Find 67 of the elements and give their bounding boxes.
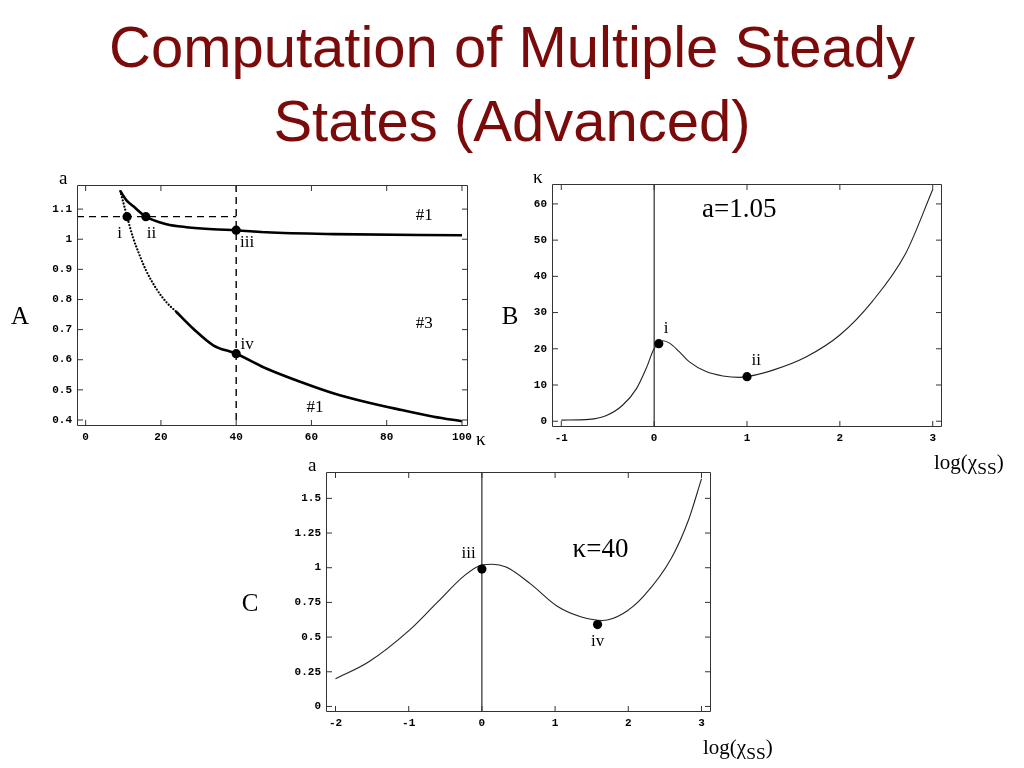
x-tick-label: 3	[698, 717, 706, 730]
y-axis-title: a	[59, 166, 68, 188]
annotation: ii	[751, 349, 762, 369]
y-tick-label: 0.5	[301, 630, 322, 643]
x-axis-title: log(χ$_{SS}$)	[703, 735, 773, 764]
x-tick-label: 20	[154, 431, 168, 444]
point	[231, 225, 241, 235]
annotation: #1	[306, 397, 324, 417]
y-tick-label: 20	[533, 342, 547, 355]
annotation: #1	[415, 204, 433, 224]
annotation: ii	[146, 222, 157, 242]
text: A	[10, 302, 30, 330]
x-tick-label: 0	[478, 717, 486, 730]
y-tick-label: 50	[533, 233, 547, 246]
y-tick-label: 0.4	[52, 413, 73, 426]
y-tick-label: 0.8	[52, 293, 73, 306]
annotation: i	[117, 222, 123, 242]
y-tick-label: 60	[533, 197, 547, 210]
x-axis-title: log(χ$_{SS}$)	[934, 450, 1004, 479]
x-tick-label: 0	[650, 432, 658, 445]
y-tick-label: 10	[533, 378, 547, 391]
x-tick-label: 1	[743, 432, 751, 445]
y-tick-label: 1	[65, 232, 73, 245]
y-axis-title: κ	[533, 165, 543, 187]
x-tick-label: -1	[402, 717, 416, 730]
x-tick-label: 40	[229, 431, 243, 444]
y-tick-label: 30	[533, 306, 547, 319]
y-tick-label: 1	[314, 561, 322, 574]
y-tick-label: 0	[314, 700, 321, 713]
y-tick-label: 0	[540, 414, 547, 427]
x-tick-label: 100	[452, 431, 472, 444]
annotation: iv	[590, 630, 605, 650]
y-tick-label: 0.9	[52, 263, 72, 276]
annotation: iii	[461, 543, 477, 563]
annotation: i	[663, 318, 669, 338]
x-tick-label: -2	[328, 717, 343, 730]
x-tick-label: 2	[836, 432, 844, 445]
y-tick-label: 0.25	[294, 665, 322, 678]
y-tick-label: 1.1	[52, 202, 73, 215]
y-tick-label: 40	[533, 270, 547, 283]
annotation: a=1.05	[701, 192, 777, 223]
y-tick-label: 0.7	[52, 323, 72, 336]
y-tick-label: 0.75	[294, 596, 322, 609]
x-tick-label: 1	[551, 717, 559, 730]
y-axis-title: a	[308, 453, 317, 475]
text: C	[241, 588, 259, 616]
y-tick-label: 0.6	[52, 353, 72, 366]
annotation: #3	[415, 313, 433, 333]
annotation: iii	[240, 231, 255, 251]
x-tick-label: 0	[82, 431, 89, 444]
line-series	[334, 478, 703, 680]
line-series	[560, 188, 934, 421]
x-tick-label: 80	[380, 431, 394, 444]
chart-title: Computation of Multiple Steady States (Advanced)	[108, 13, 916, 155]
point	[141, 212, 151, 222]
point	[122, 212, 132, 222]
y-tick-label: 0.5	[52, 383, 73, 396]
y-tick-label: 1.5	[301, 492, 322, 505]
x-axis-title: κ	[476, 427, 486, 449]
point	[231, 349, 241, 359]
text: B	[501, 302, 519, 330]
x-tick-label: 3	[929, 432, 937, 445]
x-tick-label: 2	[624, 717, 632, 730]
x-tick-label: -1	[554, 432, 569, 445]
y-tick-label: 1.25	[294, 526, 322, 539]
annotation: iv	[240, 334, 255, 354]
annotation: κ=40	[572, 532, 629, 563]
